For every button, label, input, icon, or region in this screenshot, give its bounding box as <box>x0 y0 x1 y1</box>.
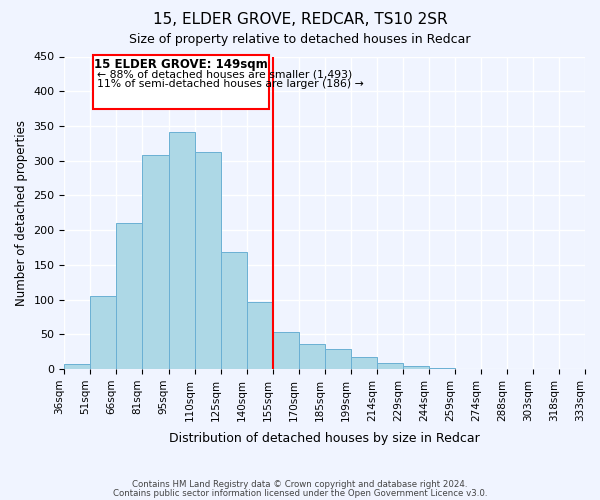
Bar <box>247 302 272 369</box>
Bar <box>325 349 351 369</box>
Text: 15 ELDER GROVE: 149sqm: 15 ELDER GROVE: 149sqm <box>94 58 268 71</box>
Bar <box>91 296 116 369</box>
Text: 15, ELDER GROVE, REDCAR, TS10 2SR: 15, ELDER GROVE, REDCAR, TS10 2SR <box>152 12 448 28</box>
Bar <box>403 366 429 369</box>
X-axis label: Distribution of detached houses by size in Redcar: Distribution of detached houses by size … <box>169 432 480 445</box>
Bar <box>429 368 455 369</box>
Bar <box>221 252 247 369</box>
Bar <box>351 356 377 369</box>
Text: Contains HM Land Registry data © Crown copyright and database right 2024.: Contains HM Land Registry data © Crown c… <box>132 480 468 489</box>
Bar <box>272 332 299 369</box>
Text: Size of property relative to detached houses in Redcar: Size of property relative to detached ho… <box>129 32 471 46</box>
Bar <box>194 152 221 369</box>
Bar <box>377 363 403 369</box>
Text: Contains public sector information licensed under the Open Government Licence v3: Contains public sector information licen… <box>113 489 487 498</box>
Bar <box>64 364 91 369</box>
Bar <box>169 132 194 369</box>
Text: ← 88% of detached houses are smaller (1,493): ← 88% of detached houses are smaller (1,… <box>97 69 352 79</box>
Text: 11% of semi-detached houses are larger (186) →: 11% of semi-detached houses are larger (… <box>97 78 364 88</box>
Bar <box>299 344 325 369</box>
Bar <box>142 155 169 369</box>
Y-axis label: Number of detached properties: Number of detached properties <box>15 120 28 306</box>
FancyBboxPatch shape <box>93 55 269 108</box>
Bar <box>116 223 142 369</box>
